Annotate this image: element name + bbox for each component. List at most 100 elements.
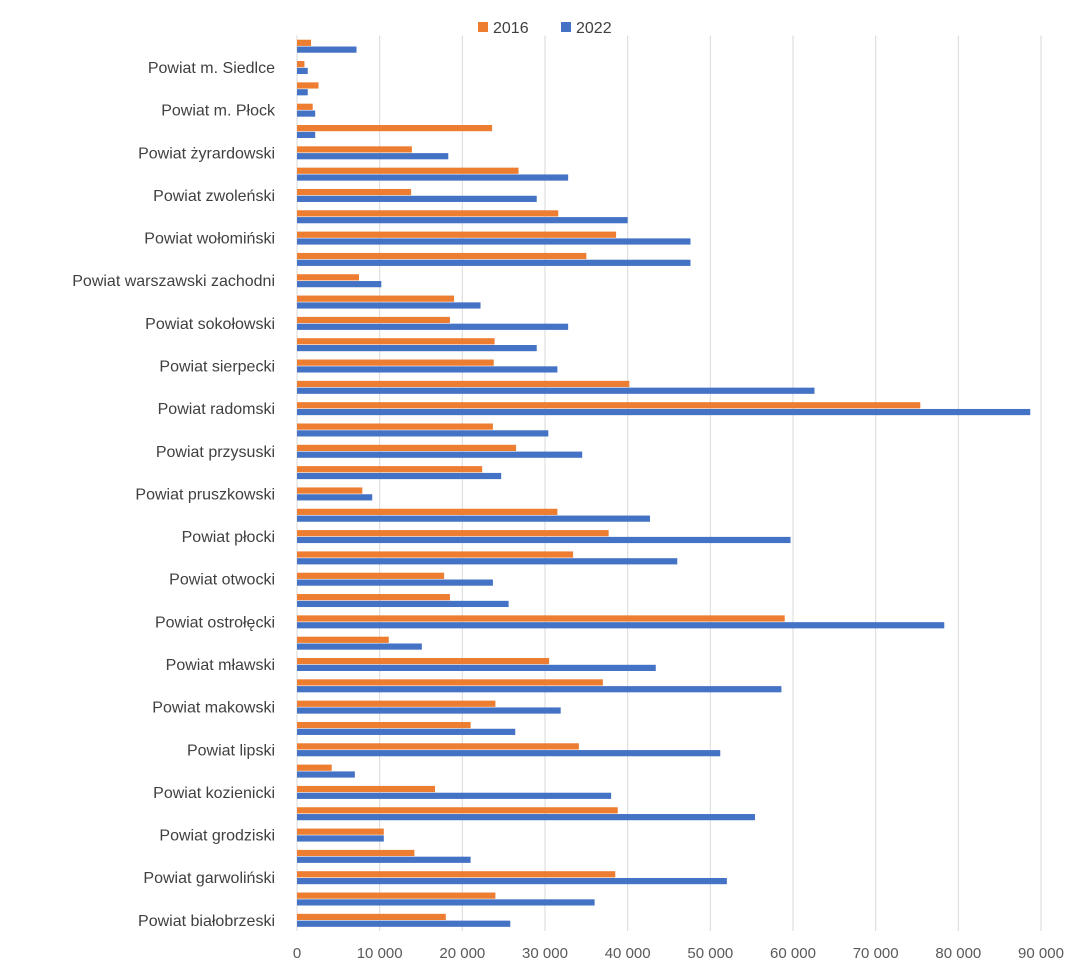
bar-2016: [297, 764, 332, 771]
bar-2022: [297, 281, 382, 288]
x-tick-label: 80 000: [935, 945, 981, 962]
legend-label: 2016: [493, 20, 529, 37]
bar-2016: [297, 849, 415, 857]
bar-2022: [297, 110, 316, 117]
bar-2022: [297, 792, 612, 799]
bar-2022: [297, 259, 691, 266]
bar-2016: [297, 252, 587, 260]
bar-2016: [297, 103, 313, 110]
category-label: Powiat mławski: [166, 657, 275, 674]
x-tick-label: 10 000: [357, 945, 403, 962]
bar-2022: [297, 686, 782, 693]
bar-2022: [297, 771, 355, 778]
bar-2016: [297, 167, 519, 174]
bar-2016: [297, 466, 483, 473]
bar-2016: [297, 146, 412, 153]
bar-2016: [297, 82, 319, 89]
category-label: Powiat sokołowski: [145, 316, 275, 333]
category-label: Powiat otwocki: [169, 572, 275, 589]
bar-2022: [297, 323, 569, 330]
legend: 2016 2022: [478, 20, 612, 37]
bar-2022: [297, 494, 373, 501]
bar-2016: [297, 487, 363, 494]
legend-swatch-2022: [561, 22, 571, 32]
bar-2016: [297, 359, 494, 366]
bar-2022: [297, 600, 509, 608]
category-label: Powiat makowski: [152, 700, 275, 717]
bar-2022: [297, 451, 583, 458]
category-label: Powiat żyrardowski: [138, 145, 275, 162]
bar-2022: [297, 472, 502, 480]
x-tick-label: 40 000: [605, 945, 651, 962]
category-label: Powiat m. Płock: [161, 103, 276, 120]
bar-2022: [297, 430, 549, 437]
bar-2022: [297, 238, 691, 245]
category-axis: Powiat białobrzeski Powiat garwoliński Pow…: [72, 60, 276, 930]
category-label: Powiat lipski: [187, 742, 275, 759]
bar-2016: [297, 807, 618, 814]
bar-2016: [297, 39, 312, 46]
x-axis: 0 10 000 20 000 30 000 40 000 50 000 60 000 70 …: [293, 945, 1064, 962]
bar-2022: [297, 558, 678, 565]
bar-2016: [297, 61, 305, 68]
category-label: Powiat radomski: [158, 401, 275, 418]
bar-2022: [297, 366, 558, 373]
bar-2022: [297, 217, 628, 224]
bar-2022: [297, 408, 1031, 416]
bar-2022: [297, 899, 595, 906]
bar-2016: [297, 508, 558, 515]
bar-2016: [297, 892, 496, 899]
bar-2016: [297, 530, 609, 537]
bar-2022: [297, 46, 357, 53]
bar-2022: [297, 664, 656, 671]
bar-2016: [297, 380, 630, 388]
bars: [297, 39, 1031, 927]
gridlines: [296, 35, 1042, 931]
bar-2016: [297, 615, 785, 622]
bar-2016: [297, 188, 412, 196]
x-tick-label: 20 000: [439, 945, 485, 962]
bar-2016: [297, 338, 495, 345]
bar-2016: [297, 231, 617, 238]
bar-2022: [297, 579, 493, 586]
bar-2016: [297, 274, 359, 281]
bar-2016: [297, 658, 550, 665]
bar-2016: [297, 743, 579, 750]
bar-2016: [297, 444, 517, 451]
x-tick-label: 90 000: [1018, 945, 1064, 962]
bar-2016: [297, 423, 493, 430]
bar-2016: [297, 572, 445, 579]
bar-2022: [297, 131, 316, 138]
bar-2016: [297, 316, 450, 324]
category-label: Powiat płocki: [182, 529, 275, 546]
category-label: Powiat sierpecki: [159, 359, 275, 376]
bar-2022: [297, 920, 511, 927]
x-tick-label: 70 000: [853, 945, 899, 962]
bar-2016: [297, 402, 921, 409]
bar-2022: [297, 67, 308, 75]
bar-2022: [297, 643, 422, 650]
bar-2022: [297, 89, 308, 96]
bar-2016: [297, 295, 455, 302]
bar-2016: [297, 828, 384, 835]
bar-2022: [297, 387, 815, 394]
legend-label: 2022: [576, 20, 612, 37]
bar-2022: [297, 878, 727, 885]
x-tick-label: 0: [293, 945, 301, 962]
bar-2022: [297, 728, 516, 735]
bar-2016: [297, 551, 574, 558]
bar-2022: [297, 195, 537, 202]
bar-2022: [297, 856, 471, 863]
bar-2022: [297, 174, 569, 181]
bar-2022: [297, 302, 481, 309]
x-tick-label: 50 000: [687, 945, 733, 962]
bar-2022: [297, 153, 449, 160]
bar-2016: [297, 125, 493, 132]
bar-2016: [297, 721, 471, 729]
bar-2016: [297, 210, 559, 217]
bar-2016: [297, 679, 603, 686]
x-tick-label: 30 000: [522, 945, 568, 962]
bar-2022: [297, 835, 384, 842]
category-label: Powiat grodziski: [159, 828, 275, 845]
